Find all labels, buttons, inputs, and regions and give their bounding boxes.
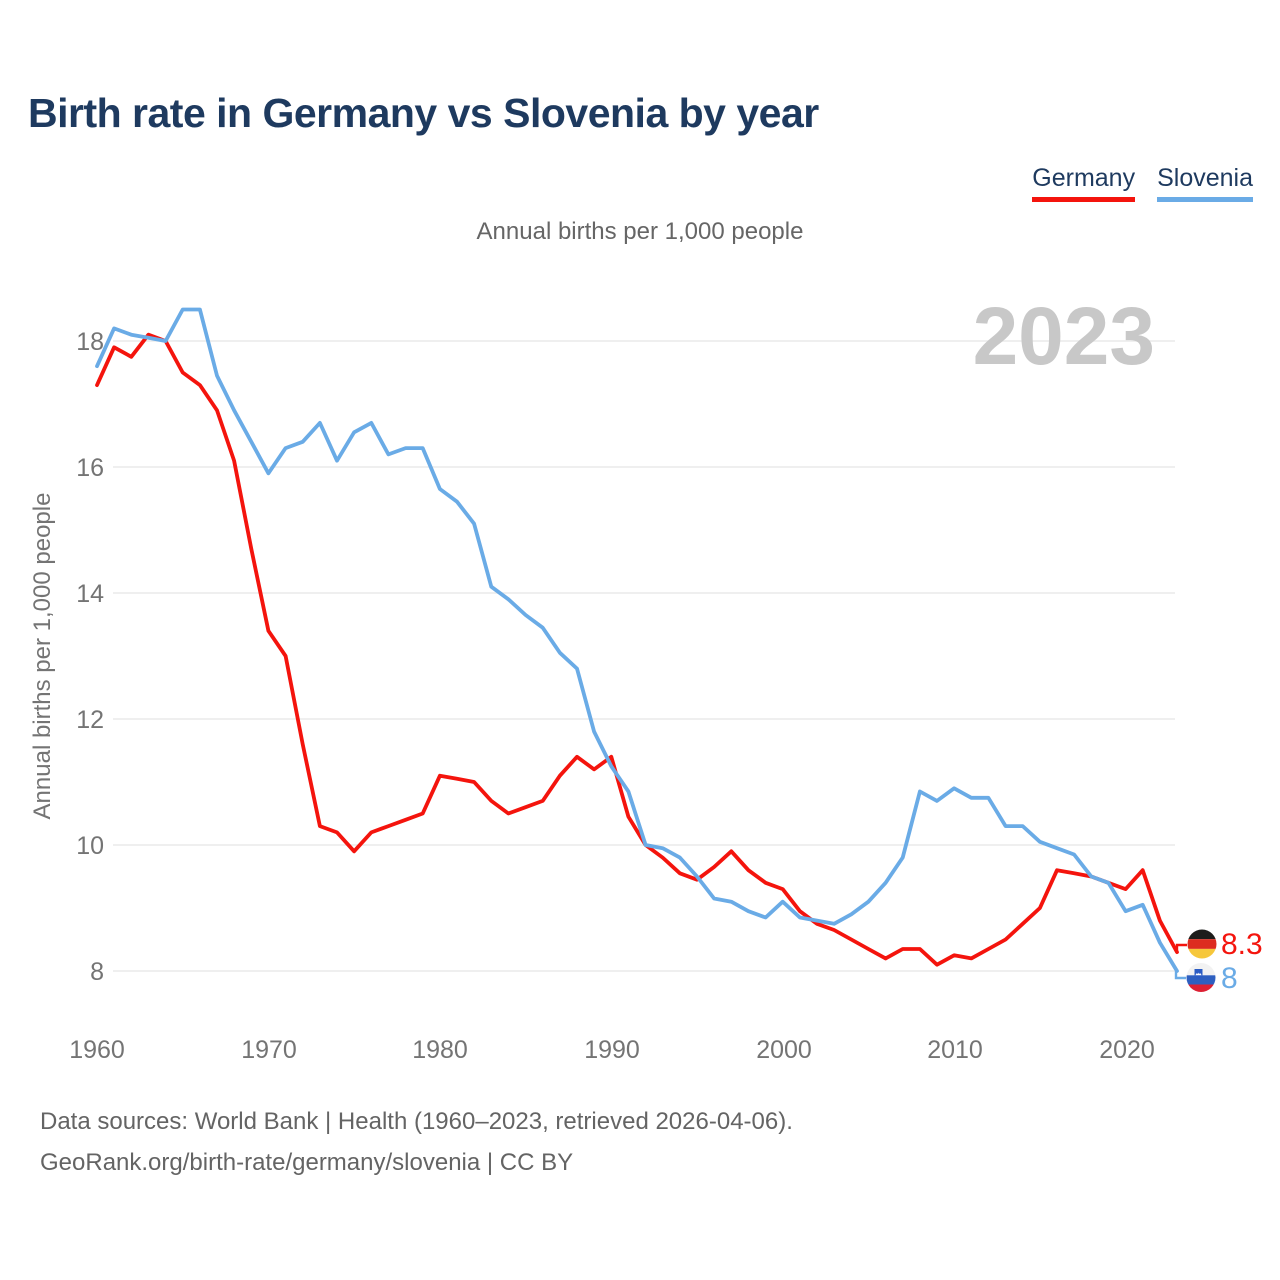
y-tick-14: 14	[76, 580, 104, 608]
x-tick-2020: 2020	[1099, 1036, 1155, 1064]
x-tick-2000: 2000	[756, 1036, 812, 1064]
page-title: Birth rate in Germany vs Slovenia by yea…	[28, 90, 819, 136]
slovenia-flag-icon	[1186, 963, 1216, 992]
slovenia-connector	[1174, 971, 1186, 980]
x-tick-2010: 2010	[927, 1036, 983, 1064]
germany-flag-icon	[1187, 929, 1217, 959]
y-tick-12: 12	[76, 706, 104, 734]
footer: Data sources: World Bank | Health (1960–…	[40, 1101, 793, 1183]
x-tick-1970: 1970	[241, 1036, 297, 1064]
footer-url-line: GeoRank.org/birth-rate/germany/slovenia …	[40, 1149, 574, 1176]
germany-end-value: 8.3	[1221, 928, 1263, 961]
watermark-year: 2023	[973, 291, 1155, 382]
x-tick-1980: 1980	[412, 1036, 468, 1064]
x-tick-1990: 1990	[584, 1036, 640, 1064]
x-tick-1960: 1960	[69, 1036, 125, 1064]
y-axis-title: Annual births per 1,000 people	[29, 493, 56, 820]
y-tick-16: 16	[76, 454, 104, 482]
footer-source-line: Data sources: World Bank | Health (1960–…	[40, 1108, 793, 1135]
legend-item-slovenia[interactable]: Slovenia	[1157, 164, 1253, 202]
germany-connector	[1175, 943, 1187, 952]
slovenia-line	[95, 307, 1179, 973]
chart-subtitle: Annual births per 1,000 people	[476, 218, 804, 245]
y-tick-8: 8	[90, 958, 104, 986]
germany-line	[95, 332, 1179, 967]
slovenia-end-value: 8	[1221, 962, 1238, 995]
y-tick-10: 10	[76, 832, 104, 860]
legend: Germany Slovenia	[1032, 164, 1253, 202]
y-tick-18: 18	[76, 328, 104, 356]
legend-item-germany[interactable]: Germany	[1032, 164, 1136, 202]
